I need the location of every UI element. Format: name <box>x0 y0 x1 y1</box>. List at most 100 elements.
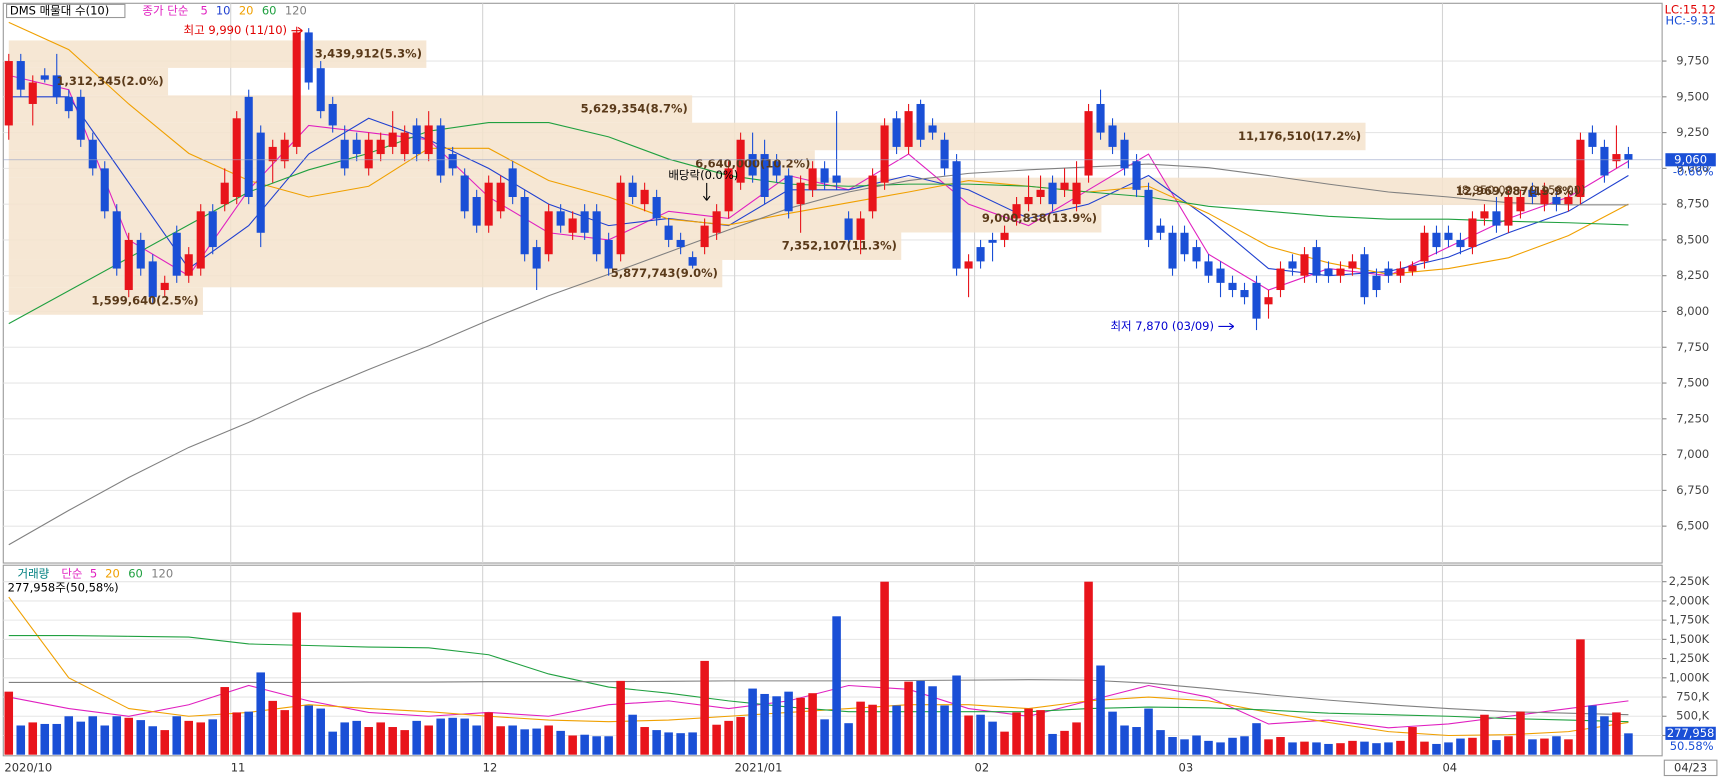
candle-body <box>304 32 313 83</box>
volume-bar <box>388 727 397 755</box>
volume-bar <box>40 723 50 755</box>
y-tick-label: 7,250 <box>1676 411 1709 425</box>
candle-body <box>772 161 781 176</box>
y-tick-label: 500,K <box>1676 709 1710 723</box>
volume-bar <box>1612 712 1621 755</box>
y-tick-label: 9,500 <box>1676 89 1709 103</box>
profile-label: 3,439,912(5.3%) <box>315 47 422 61</box>
price-box <box>1665 153 1716 167</box>
profile-band <box>8 150 815 178</box>
candle-body <box>592 211 601 255</box>
volume-bar <box>16 725 26 755</box>
candle-body <box>976 247 985 262</box>
candle-body <box>52 75 61 97</box>
volume-bar <box>736 717 745 755</box>
candle-body <box>1444 232 1453 240</box>
x-tick-label: 2021/01 <box>735 760 783 774</box>
legend-entry: 60 <box>128 566 143 580</box>
volume-bar <box>988 721 997 755</box>
volume-bar <box>1000 731 1009 755</box>
profile-band <box>8 122 1366 151</box>
candle-body <box>196 211 205 269</box>
volume-bar <box>952 675 961 755</box>
volume-bar <box>1180 739 1189 755</box>
volume-bar <box>1624 733 1633 755</box>
profile-label: 7,352,107(11.3%) <box>782 239 897 253</box>
volume-bar <box>484 712 493 755</box>
candle-body <box>808 168 817 190</box>
candle-body <box>328 103 337 126</box>
volume-bar <box>964 715 973 755</box>
candle-body <box>1456 239 1465 248</box>
candle-body <box>652 196 661 219</box>
y-tick-label: 8,000 <box>1676 304 1709 318</box>
candle-body <box>1120 139 1129 169</box>
volume-bar <box>1468 737 1477 755</box>
candle-body <box>508 168 517 197</box>
candle-body <box>736 139 745 183</box>
volume-bar <box>1516 711 1525 755</box>
legend-entry: 120 <box>151 566 173 580</box>
candle-body <box>184 254 193 276</box>
candle-body <box>1024 196 1033 205</box>
candle-body <box>364 139 373 169</box>
legend-entry: 20 <box>105 566 120 580</box>
profile-band <box>8 287 203 315</box>
profile-label: 5,877,743(9.0%) <box>611 266 718 280</box>
candle-body <box>1312 247 1321 276</box>
candle-body <box>1144 189 1153 240</box>
volume-bar <box>760 693 769 755</box>
profile-label: 1,599,640(2.5%) <box>91 294 198 308</box>
volume-bar <box>664 732 673 755</box>
candle-body <box>940 139 949 169</box>
volume-bar <box>592 736 601 755</box>
volume-bar <box>1456 738 1465 755</box>
candle-body <box>1228 282 1237 291</box>
y-tick-label: 7,000 <box>1676 447 1709 461</box>
volume-title: 거래량 <box>18 566 50 580</box>
volume-bar <box>904 681 913 755</box>
candle-body <box>1096 103 1105 133</box>
volume-bar <box>700 660 709 755</box>
candle-body <box>952 161 961 269</box>
volume-bar <box>544 725 553 755</box>
volume-bar <box>124 717 134 755</box>
ma-line <box>8 163 1629 546</box>
candle-body <box>928 125 937 133</box>
volume-bar <box>472 725 481 755</box>
candle-body <box>832 175 841 183</box>
volume-bar <box>1312 742 1321 755</box>
candle-body <box>820 168 829 183</box>
volume-bar <box>64 716 74 755</box>
candle-body <box>1168 232 1177 269</box>
candle-body <box>1336 268 1345 276</box>
volume-bar <box>160 730 170 755</box>
last-date: 04/23 <box>1674 760 1707 774</box>
annotation: 최저 7,870 (03/09) <box>1110 319 1214 333</box>
candle-body <box>916 103 925 140</box>
candle-body <box>868 175 877 212</box>
volume-bar <box>1048 733 1057 755</box>
candle-body <box>1084 111 1093 176</box>
volume-bar <box>304 705 313 755</box>
ma-line <box>8 634 1629 723</box>
candle-body <box>1216 268 1225 283</box>
profile-band <box>8 40 427 68</box>
volume-bar <box>52 723 62 755</box>
candle-body <box>28 82 37 104</box>
volume-bar <box>244 711 253 755</box>
volume-bar <box>916 680 925 755</box>
volume-bar <box>1084 581 1093 755</box>
y-tick-label: 2,250K <box>1669 574 1710 588</box>
candle-body <box>88 139 97 169</box>
volume-bar <box>532 728 541 755</box>
candle-body <box>316 68 325 112</box>
volume-bar <box>676 733 685 755</box>
volume-bar <box>184 720 194 755</box>
volume-bar <box>652 730 661 755</box>
volume-bar <box>640 727 649 755</box>
candle-body <box>112 211 121 269</box>
volume-bar <box>1288 742 1297 755</box>
volume-bar <box>580 734 589 755</box>
